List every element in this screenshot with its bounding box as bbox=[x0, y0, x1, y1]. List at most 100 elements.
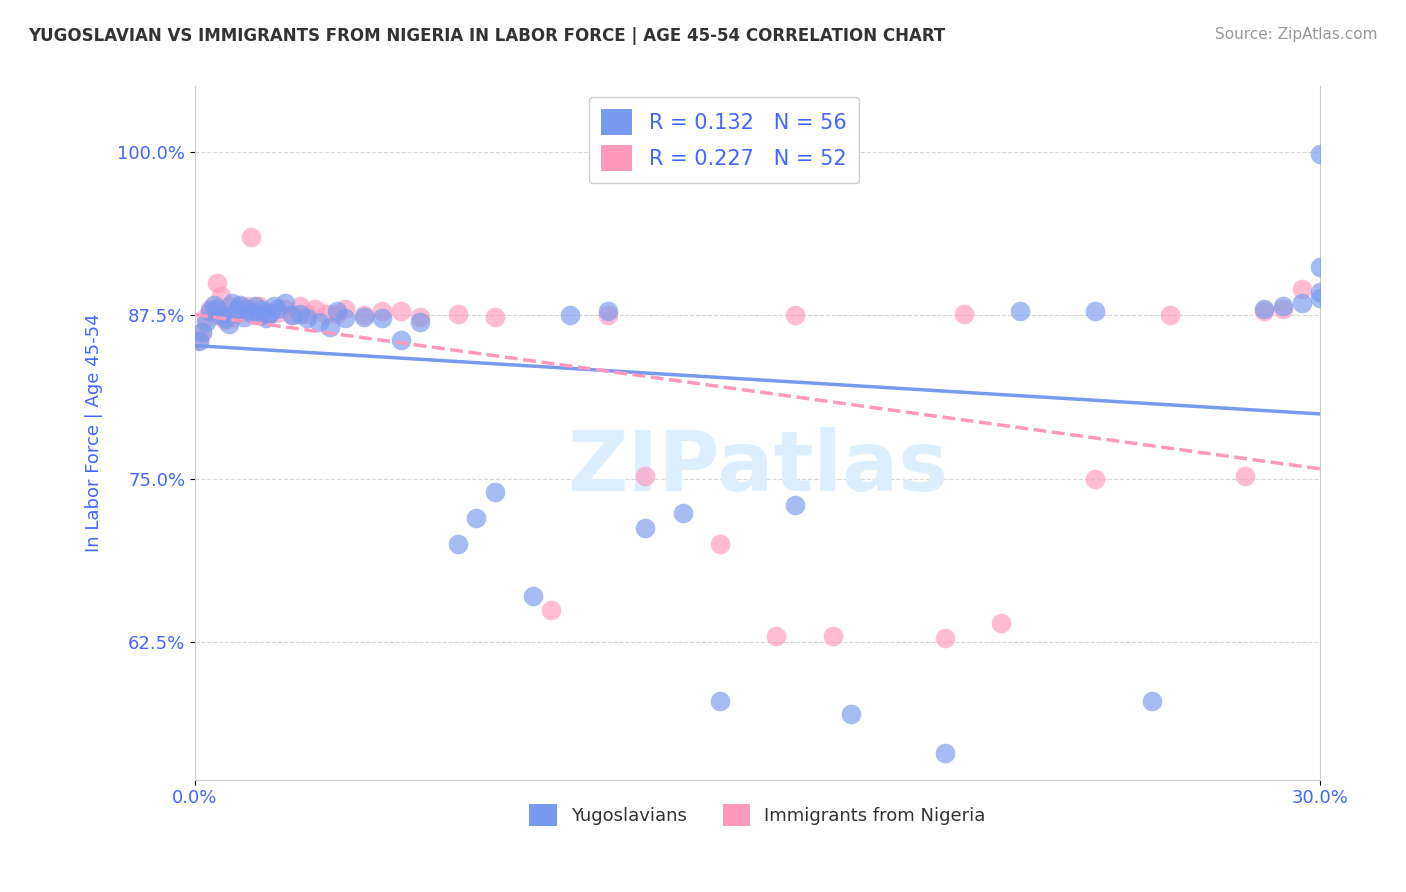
Point bbox=[1291, 296, 1313, 310]
Point bbox=[446, 537, 468, 551]
Point bbox=[841, 707, 863, 722]
Point bbox=[191, 325, 214, 339]
Point bbox=[1253, 301, 1275, 316]
Point bbox=[326, 304, 349, 318]
Y-axis label: In Labor Force | Age 45-54: In Labor Force | Age 45-54 bbox=[86, 314, 103, 552]
Point bbox=[953, 307, 976, 321]
Point bbox=[353, 310, 375, 324]
Point bbox=[274, 296, 297, 310]
Point bbox=[240, 306, 263, 320]
Point bbox=[247, 308, 270, 322]
Point bbox=[1159, 308, 1181, 322]
Point bbox=[409, 315, 432, 329]
Point bbox=[1084, 472, 1107, 486]
Point bbox=[254, 310, 277, 325]
Point bbox=[333, 310, 356, 325]
Point bbox=[934, 632, 956, 646]
Point bbox=[232, 303, 254, 318]
Point bbox=[371, 304, 394, 318]
Point bbox=[191, 325, 214, 339]
Point bbox=[389, 304, 412, 318]
Point bbox=[221, 310, 243, 324]
Point bbox=[198, 304, 221, 318]
Point bbox=[672, 506, 695, 520]
Point bbox=[1084, 304, 1107, 318]
Point bbox=[252, 303, 274, 318]
Point bbox=[263, 299, 285, 313]
Point bbox=[1140, 694, 1163, 708]
Point bbox=[243, 308, 266, 322]
Point bbox=[236, 299, 259, 313]
Point bbox=[353, 308, 375, 322]
Point bbox=[1234, 469, 1257, 483]
Point bbox=[634, 521, 657, 535]
Point bbox=[465, 511, 488, 525]
Point bbox=[187, 333, 209, 347]
Point bbox=[1309, 260, 1331, 274]
Point bbox=[288, 307, 311, 321]
Point bbox=[319, 320, 342, 334]
Point bbox=[484, 310, 506, 324]
Point bbox=[252, 308, 274, 322]
Point bbox=[596, 308, 619, 322]
Point bbox=[371, 310, 394, 325]
Point bbox=[1309, 147, 1331, 161]
Point bbox=[243, 299, 266, 313]
Legend: Yugoslavians, Immigrants from Nigeria: Yugoslavians, Immigrants from Nigeria bbox=[522, 797, 993, 833]
Point bbox=[214, 310, 236, 325]
Point bbox=[1291, 282, 1313, 296]
Point bbox=[297, 307, 319, 321]
Point bbox=[218, 299, 240, 313]
Point bbox=[1309, 285, 1331, 299]
Point bbox=[281, 308, 304, 322]
Point bbox=[207, 308, 229, 322]
Point bbox=[207, 301, 229, 316]
Point bbox=[266, 301, 288, 316]
Point bbox=[558, 308, 581, 322]
Point bbox=[1010, 304, 1032, 318]
Point bbox=[195, 310, 218, 324]
Point bbox=[315, 307, 337, 321]
Point bbox=[540, 602, 562, 616]
Point bbox=[765, 629, 787, 643]
Point bbox=[259, 306, 281, 320]
Point bbox=[1271, 299, 1294, 313]
Point bbox=[232, 310, 254, 324]
Point bbox=[1271, 301, 1294, 316]
Point bbox=[259, 306, 281, 320]
Point bbox=[225, 306, 247, 320]
Point bbox=[1309, 291, 1331, 305]
Point bbox=[304, 301, 326, 316]
Point bbox=[785, 498, 807, 512]
Point bbox=[333, 301, 356, 316]
Point bbox=[214, 313, 236, 327]
Point bbox=[709, 537, 731, 551]
Point bbox=[484, 484, 506, 499]
Point bbox=[990, 615, 1012, 630]
Point bbox=[1253, 304, 1275, 318]
Point bbox=[207, 276, 229, 290]
Point bbox=[389, 333, 412, 347]
Point bbox=[229, 298, 252, 312]
Point bbox=[254, 306, 277, 320]
Point bbox=[202, 298, 225, 312]
Point bbox=[187, 334, 209, 349]
Point bbox=[195, 315, 218, 329]
Point bbox=[634, 469, 657, 483]
Point bbox=[326, 307, 349, 321]
Text: YUGOSLAVIAN VS IMMIGRANTS FROM NIGERIA IN LABOR FORCE | AGE 45-54 CORRELATION CH: YUGOSLAVIAN VS IMMIGRANTS FROM NIGERIA I… bbox=[28, 27, 945, 45]
Point bbox=[297, 310, 319, 325]
Point bbox=[240, 229, 263, 244]
Point bbox=[281, 308, 304, 322]
Point bbox=[218, 318, 240, 332]
Point bbox=[236, 301, 259, 316]
Point bbox=[266, 306, 288, 320]
Point bbox=[821, 629, 844, 643]
Point bbox=[209, 288, 232, 302]
Point bbox=[934, 747, 956, 761]
Text: ZIPatlas: ZIPatlas bbox=[567, 427, 948, 508]
Point bbox=[274, 301, 297, 316]
Point bbox=[596, 304, 619, 318]
Point bbox=[247, 299, 270, 313]
Point bbox=[288, 299, 311, 313]
